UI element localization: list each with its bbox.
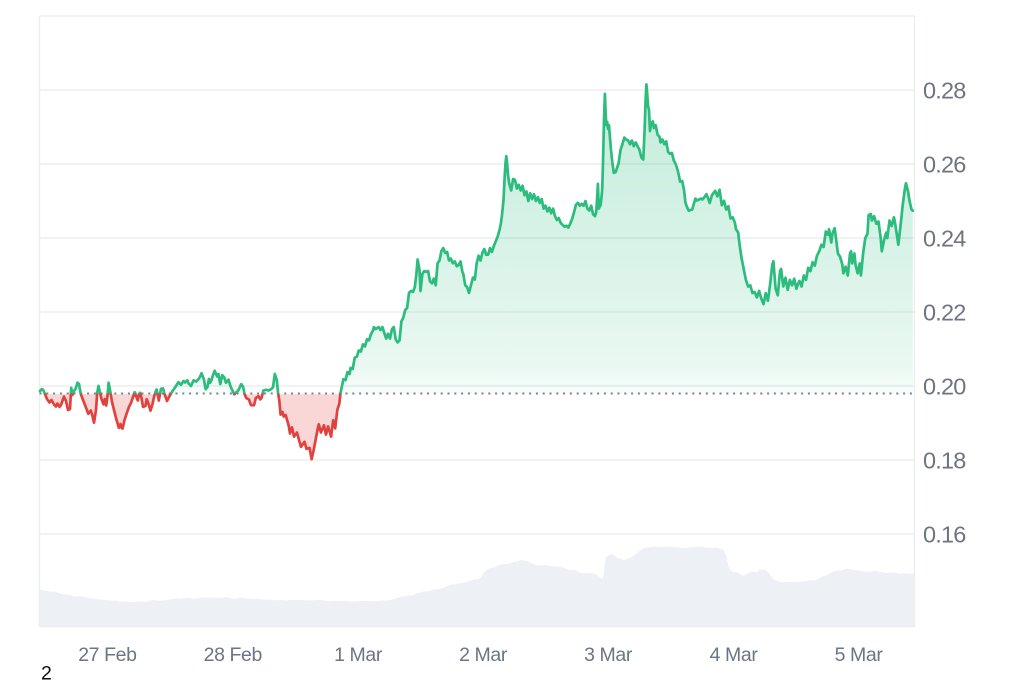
svg-text:0.16: 0.16 [923,522,966,548]
svg-text:3 Mar: 3 Mar [584,644,633,666]
svg-text:0.22: 0.22 [923,300,966,326]
svg-text:0.20: 0.20 [923,374,966,400]
svg-text:0.26: 0.26 [923,152,966,178]
svg-text:5 Mar: 5 Mar [835,644,884,666]
svg-text:0.24: 0.24 [923,226,966,252]
svg-text:2 Mar: 2 Mar [459,644,508,666]
svg-text:0.28: 0.28 [923,78,966,104]
svg-text:0.18: 0.18 [923,448,966,474]
svg-text:4 Mar: 4 Mar [710,644,759,666]
svg-text:1 Mar: 1 Mar [334,644,383,666]
svg-text:28 Feb: 28 Feb [204,644,263,666]
svg-text:2: 2 [41,663,52,683]
svg-text:27 Feb: 27 Feb [78,644,137,666]
